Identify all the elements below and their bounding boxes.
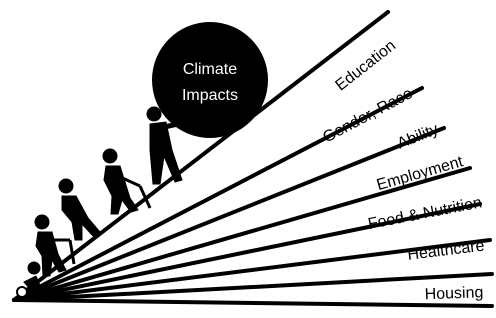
circle-text: Climate — [183, 61, 237, 78]
figure-elder — [103, 149, 150, 214]
circle-text: Impacts — [182, 87, 238, 104]
diagram: Climate Impacts Education Gender, Race A… — [0, 0, 496, 318]
category-label: Food & Nutrition — [367, 194, 484, 233]
figure-adult — [59, 179, 100, 240]
category-label: Housing — [424, 284, 483, 303]
climate-circle — [152, 22, 268, 138]
category-label: Ability — [395, 121, 441, 153]
category-label: Healthcare — [407, 238, 486, 264]
ray — [14, 300, 492, 306]
